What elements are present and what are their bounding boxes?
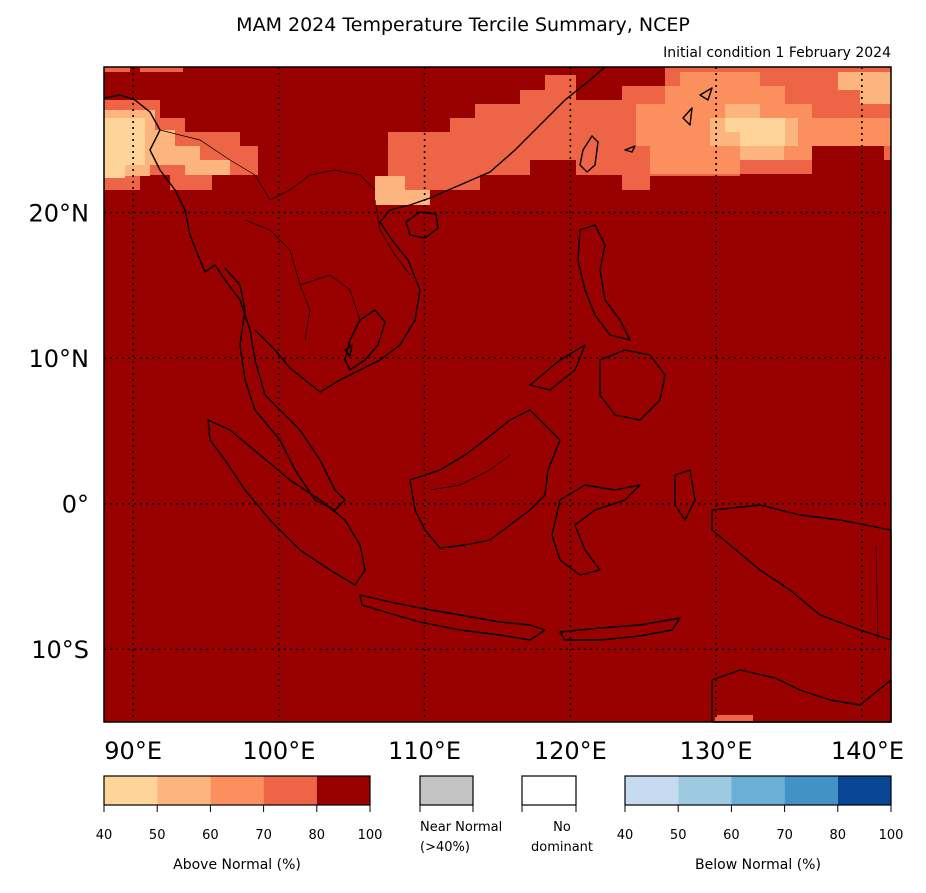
colorbar-segment [837, 776, 891, 805]
colorbar-segment [157, 776, 211, 805]
colorbar-no-dominant: No dominant [521, 775, 593, 855]
no-dominant-label-2: dominant [531, 840, 593, 855]
colorbar-segment [263, 776, 317, 805]
map-subtitle: Initial condition 1 February 2024 [663, 45, 891, 61]
map-frame [103, 66, 892, 723]
colorbar-label: Above Normal (%) [173, 857, 301, 873]
colorbar-below-normal: 40 50 60 70 80 100 Below Normal (%) [617, 775, 904, 873]
colorbar-segment [625, 776, 679, 805]
colorbar-segment [731, 776, 785, 805]
latitude-labels: 20°N 10°N 0° 10°S [29, 200, 90, 665]
colorbar-tick-label: 50 [670, 828, 687, 843]
colorbar-tick-label: 80 [309, 828, 326, 843]
colorbar-tick-label: 50 [149, 828, 166, 843]
colorbar-tick-label: 60 [723, 828, 740, 843]
lat-tick-label: 10°S [31, 636, 89, 664]
colorbar-segment [210, 776, 264, 805]
lon-tick-label: 130°E [680, 737, 753, 765]
map-title: MAM 2024 Temperature Tercile Summary, NC… [236, 14, 690, 36]
lon-tick-label: 110°E [388, 737, 461, 765]
colorbar-tick-label: 40 [617, 828, 634, 843]
colorbar-tick-label: 100 [879, 828, 904, 843]
above-normal-patches [104, 67, 891, 722]
colorbar-tick-label: 80 [830, 828, 847, 843]
borders [159, 129, 879, 641]
colorbar-label: Below Normal (%) [695, 857, 821, 873]
lon-tick-label: 100°E [242, 737, 315, 765]
colorbar-tick-label: 100 [358, 828, 383, 843]
lon-tick-label: 140°E [831, 737, 904, 765]
map-background [104, 67, 891, 722]
colorbar-segment [316, 776, 370, 805]
lat-tick-label: 0° [62, 491, 89, 519]
coastlines [103, 66, 892, 723]
no-dominant-label-1: No [553, 820, 571, 835]
colorbar-tick-label: 60 [202, 828, 219, 843]
near-normal-label-1: Near Normal [420, 820, 502, 835]
near-normal-label-2: (>40%) [420, 840, 470, 855]
colorbar-tick-label: 40 [96, 828, 113, 843]
lat-tick-label: 20°N [29, 200, 90, 228]
colorbar-near-normal: Near Normal (>40%) [419, 775, 502, 855]
colorbar-segment [784, 776, 838, 805]
colorbar-segment [678, 776, 732, 805]
colorbar-tick-label: 70 [255, 828, 272, 843]
lon-tick-label: 120°E [534, 737, 607, 765]
lon-tick-label: 90°E [104, 737, 162, 765]
longitude-labels: 90°E 100°E 110°E 120°E 130°E 140°E [104, 737, 904, 765]
colorbar-above-normal: 40 50 60 70 80 100 Above Normal (%) [96, 775, 383, 873]
colorbar-segment [104, 776, 158, 805]
lat-tick-label: 10°N [29, 345, 90, 373]
graticule [104, 67, 891, 722]
colorbar-tick-label: 70 [776, 828, 793, 843]
